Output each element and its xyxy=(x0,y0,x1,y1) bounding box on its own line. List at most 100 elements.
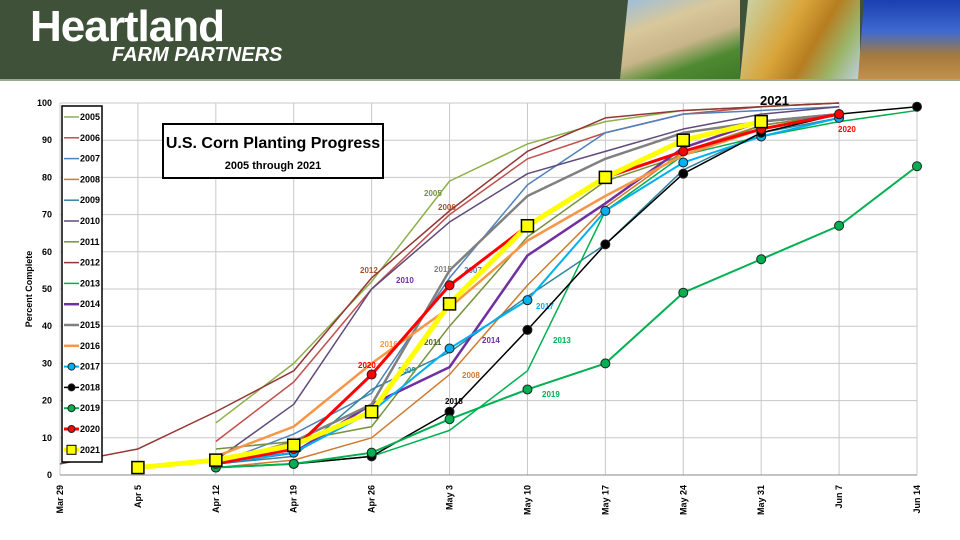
legend-label-2006: 2006 xyxy=(80,133,100,143)
data-point-2021 xyxy=(754,114,768,129)
series-label-2005: 2005 xyxy=(424,189,442,198)
soybean-photo xyxy=(858,0,960,79)
y-tick-label: 90 xyxy=(42,135,52,145)
data-point-2019 xyxy=(522,384,533,395)
series-label-2021: 2021 xyxy=(760,93,789,108)
x-tick-label: May 3 xyxy=(445,485,455,510)
x-tick-label: Apr 19 xyxy=(289,485,299,513)
legend-label-2021: 2021 xyxy=(80,445,100,455)
legend-marker-2018 xyxy=(67,383,76,392)
series-label-2010: 2010 xyxy=(396,276,414,285)
legend-label-2020: 2020 xyxy=(80,424,100,434)
legend-label-2018: 2018 xyxy=(80,382,100,392)
y-tick-label: 60 xyxy=(42,247,52,257)
data-point-2019 xyxy=(444,414,455,425)
data-point-2020 xyxy=(834,109,845,120)
y-tick-label: 100 xyxy=(37,98,52,108)
data-point-2018 xyxy=(912,101,922,112)
data-point-2021 xyxy=(442,297,457,311)
series-line-2010 xyxy=(215,105,840,461)
y-tick-label: 0 xyxy=(47,470,52,480)
series-label-2011: 2011 xyxy=(424,338,442,347)
legend-label-2017: 2017 xyxy=(80,362,100,372)
y-tick-label: 20 xyxy=(42,396,52,406)
series-label-2012: 2012 xyxy=(360,266,378,275)
series-label-2009: 2009 xyxy=(398,366,416,375)
data-point-2018 xyxy=(600,239,611,250)
x-tick-label: Jun 14 xyxy=(912,485,922,514)
legend-label-2011: 2011 xyxy=(80,237,100,247)
y-tick-label: 70 xyxy=(42,210,52,220)
legend-label-2016: 2016 xyxy=(80,341,100,351)
x-tick-label: May 17 xyxy=(600,485,610,515)
data-point-2021 xyxy=(676,133,691,147)
x-tick-label: May 31 xyxy=(756,485,766,515)
brand-logo: Heartland xyxy=(30,2,225,51)
brand-subtitle: FARM PARTNERS xyxy=(112,44,283,66)
legend-label-2015: 2015 xyxy=(80,320,100,330)
y-tick-label: 30 xyxy=(42,358,52,368)
data-point-2017 xyxy=(444,343,455,354)
legend-marker-2021 xyxy=(66,444,77,455)
legend-marker-2019 xyxy=(67,404,76,413)
data-point-2019 xyxy=(912,161,922,172)
series-label-2014: 2014 xyxy=(482,336,500,345)
data-point-2019 xyxy=(288,458,299,469)
legend-label-2007: 2007 xyxy=(80,154,100,164)
data-point-2018 xyxy=(522,324,533,335)
data-point-2021 xyxy=(131,460,145,475)
data-point-2017 xyxy=(678,157,689,168)
x-tick-label: May 24 xyxy=(678,485,688,515)
data-point-2020 xyxy=(444,280,455,291)
series-line-2006 xyxy=(215,102,840,443)
data-point-2021 xyxy=(364,405,379,419)
chart-title-box xyxy=(162,123,384,179)
series-line-2012 xyxy=(59,102,840,465)
series-label-2015: 2015 xyxy=(434,265,452,274)
chart-subtitle: 2005 through 2021 xyxy=(225,160,322,172)
data-point-2017 xyxy=(600,205,611,216)
header-banner: Heartland FARM PARTNERS xyxy=(0,0,960,81)
data-point-2020 xyxy=(678,146,689,157)
legend-label-2008: 2008 xyxy=(80,174,100,184)
series-label-2016: 2016 xyxy=(380,340,398,349)
series-line-2007 xyxy=(215,105,840,465)
legend-label-2010: 2010 xyxy=(80,216,100,226)
legend-label-2005: 2005 xyxy=(80,112,100,122)
data-point-2019 xyxy=(366,447,377,458)
y-tick-label: 40 xyxy=(42,321,52,331)
series-line-2018 xyxy=(215,105,918,469)
data-point-2019 xyxy=(600,358,611,369)
series-line-2008 xyxy=(215,113,840,469)
series-line-2019 xyxy=(215,165,918,469)
y-tick-label: 50 xyxy=(42,284,52,294)
corn-photo xyxy=(740,0,860,79)
y-tick-label: 80 xyxy=(42,172,52,182)
series-label-2018: 2018 xyxy=(445,397,463,406)
legend-label-2019: 2019 xyxy=(80,403,100,413)
x-tick-label: Apr 5 xyxy=(133,485,143,508)
x-tick-label: Apr 26 xyxy=(367,485,377,513)
chart-title: U.S. Corn Planting Progress xyxy=(166,135,380,152)
x-tick-label: Jun 7 xyxy=(834,485,844,509)
series-label-2019: 2019 xyxy=(542,390,560,399)
data-point-2019 xyxy=(678,287,689,298)
series-label-2020: 2020 xyxy=(838,125,856,134)
x-tick-label: May 10 xyxy=(522,485,532,515)
series-label-2017: 2017 xyxy=(536,302,554,311)
data-point-2021 xyxy=(520,219,535,233)
data-point-2021 xyxy=(209,453,223,467)
cow-photo xyxy=(620,0,740,79)
data-point-2021 xyxy=(598,170,613,185)
series-label-2013: 2013 xyxy=(553,336,571,345)
x-tick-label: Mar 29 xyxy=(55,485,65,514)
legend-label-2013: 2013 xyxy=(80,278,100,288)
legend-label-2009: 2009 xyxy=(80,195,100,205)
y-tick-label: 10 xyxy=(42,433,52,443)
x-tick-label: Apr 12 xyxy=(211,485,221,513)
data-point-2021 xyxy=(286,438,301,452)
series-label-2007: 2007 xyxy=(464,266,482,275)
legend-marker-2020 xyxy=(67,425,76,433)
data-point-2020 xyxy=(366,369,377,380)
series-label-2008: 2008 xyxy=(462,371,480,380)
